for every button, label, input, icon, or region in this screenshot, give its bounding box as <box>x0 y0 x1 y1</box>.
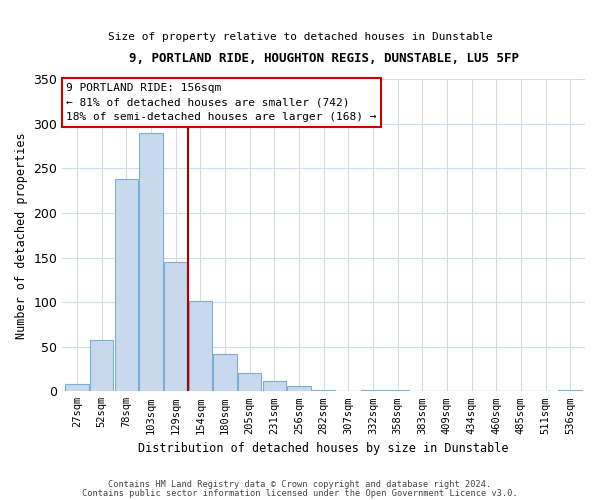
Bar <box>188 301 212 392</box>
Bar <box>65 384 89 392</box>
Y-axis label: Number of detached properties: Number of detached properties <box>15 132 28 338</box>
Text: Size of property relative to detached houses in Dunstable: Size of property relative to detached ho… <box>107 32 493 42</box>
Text: 9 PORTLAND RIDE: 156sqm
← 81% of detached houses are smaller (742)
18% of semi-d: 9 PORTLAND RIDE: 156sqm ← 81% of detache… <box>66 82 376 122</box>
X-axis label: Distribution of detached houses by size in Dunstable: Distribution of detached houses by size … <box>139 442 509 455</box>
Bar <box>139 132 163 392</box>
Bar <box>214 354 237 392</box>
Bar <box>115 179 138 392</box>
Bar <box>263 380 286 392</box>
Bar <box>287 386 311 392</box>
Text: Contains HM Land Registry data © Crown copyright and database right 2024.: Contains HM Land Registry data © Crown c… <box>109 480 491 489</box>
Bar <box>164 262 187 392</box>
Bar <box>90 340 113 392</box>
Bar <box>312 390 335 392</box>
Title: 9, PORTLAND RIDE, HOUGHTON REGIS, DUNSTABLE, LU5 5FP: 9, PORTLAND RIDE, HOUGHTON REGIS, DUNSTA… <box>128 52 518 66</box>
Text: Contains public sector information licensed under the Open Government Licence v3: Contains public sector information licen… <box>82 490 518 498</box>
Bar <box>361 390 385 392</box>
Bar <box>238 374 262 392</box>
Bar <box>559 390 582 392</box>
Bar <box>386 390 409 392</box>
